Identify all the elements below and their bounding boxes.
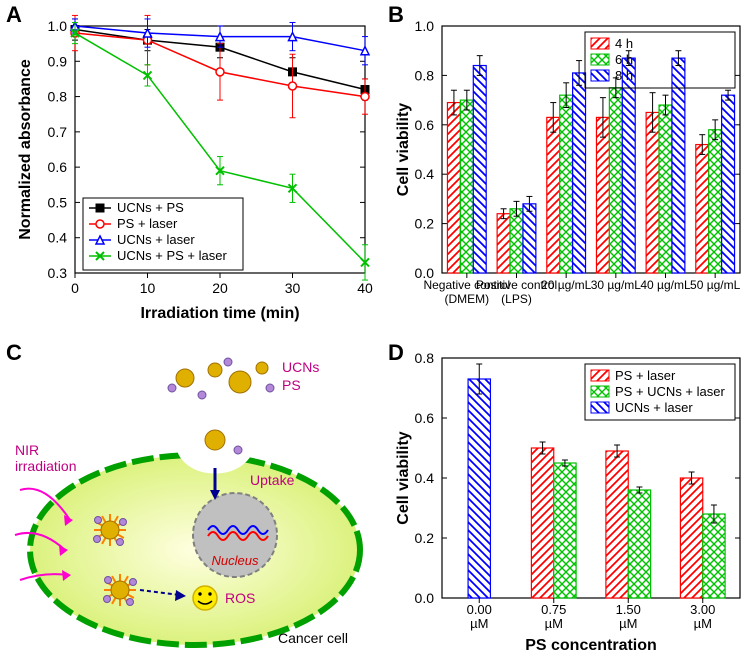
svg-text:0.6: 0.6 [415,117,435,133]
svg-text:20 µg/mL: 20 µg/mL [541,278,592,292]
svg-text:(DMEM): (DMEM) [445,292,490,306]
svg-text:µM: µM [619,616,637,631]
svg-text:0.2: 0.2 [415,530,435,546]
svg-text:Nucleus: Nucleus [212,553,259,568]
svg-text:50 µg/mL: 50 µg/mL [690,278,741,292]
svg-text:µM: µM [470,616,488,631]
svg-text:PS: PS [282,377,301,393]
svg-text:0.7: 0.7 [48,124,68,140]
svg-text:UCNs + laser: UCNs + laser [615,400,693,415]
panel-b: 0.00.20.40.60.81.0Cell viabilityNegative… [390,8,748,328]
svg-text:4 h: 4 h [615,36,633,51]
svg-text:Normalized absorbance: Normalized absorbance [17,59,34,240]
svg-text:Cell viability: Cell viability [395,103,412,196]
svg-text:0.4: 0.4 [415,166,435,182]
svg-text:PS + laser: PS + laser [117,216,178,231]
svg-text:0.9: 0.9 [48,53,68,69]
figure: A B C D 0102030400.30.40.50.60.70.80.91.… [0,0,751,669]
svg-text:0.00: 0.00 [467,602,492,617]
svg-text:µM: µM [694,616,712,631]
svg-text:PS concentration: PS concentration [525,637,657,654]
panel-c-svg: Nucleus Uptake UCNs PS NIRirradiation ROS Canc… [10,340,380,665]
svg-text:Irradiation time (min): Irradiation time (min) [140,305,299,322]
svg-text:0.8: 0.8 [48,89,68,105]
svg-text:3.00: 3.00 [690,602,715,617]
svg-text:0.4: 0.4 [48,230,68,246]
panel-d-svg: 0.00.20.40.60.8Cell viability0.00µM0.75µ… [390,340,748,665]
svg-text:6 h: 6 h [615,52,633,67]
svg-text:10: 10 [140,280,156,296]
panel-b-svg: 0.00.20.40.60.81.0Cell viabilityNegative… [390,8,748,328]
svg-text:40 µg/mL: 40 µg/mL [640,278,691,292]
svg-text:irradiation: irradiation [15,458,76,474]
svg-text:Uptake: Uptake [250,472,295,488]
panel-d: 0.00.20.40.60.8Cell viability0.00µM0.75µ… [390,340,748,665]
svg-text:PS + laser: PS + laser [615,368,676,383]
svg-text:UCNs + laser: UCNs + laser [117,232,195,247]
svg-text:40: 40 [357,280,373,296]
svg-text:0.6: 0.6 [415,410,435,426]
svg-text:NIR: NIR [15,442,39,458]
svg-text:8 h: 8 h [615,68,633,83]
svg-text:0.8: 0.8 [415,350,435,366]
svg-text:0.0: 0.0 [415,590,435,606]
svg-text:Cancer cell: Cancer cell [278,630,348,646]
svg-text:30: 30 [285,280,301,296]
svg-text:UCNs + PS: UCNs + PS [117,200,184,215]
svg-text:0.6: 0.6 [48,159,68,175]
panel-a-svg: 0 10 20 30 40 0.3 0.4 0.5 0.6 0.7 0.8 0.9 1.0 Irradia… [10,8,380,328]
svg-text:0.4: 0.4 [415,470,435,486]
panel-c: Nucleus Uptake UCNs PS NIRirradiation ROS Canc… [10,340,380,665]
svg-text:0.8: 0.8 [415,67,435,83]
svg-text:1.50: 1.50 [616,602,641,617]
svg-text:0: 0 [71,280,79,296]
svg-text:µM: µM [545,616,563,631]
svg-text:(LPS): (LPS) [501,292,532,306]
svg-text:ROS: ROS [225,590,255,606]
svg-text:Cell viability: Cell viability [395,431,412,524]
svg-text:UCNs: UCNs [282,359,319,375]
svg-text:20: 20 [212,280,228,296]
svg-text:0.2: 0.2 [415,216,435,232]
svg-text:30 µg/mL: 30 µg/mL [591,278,642,292]
svg-text:0.75: 0.75 [541,602,566,617]
svg-text:0.3: 0.3 [48,265,68,281]
svg-text:1.0: 1.0 [415,18,435,34]
svg-text:1.0: 1.0 [48,18,68,34]
panel-a: 0 10 20 30 40 0.3 0.4 0.5 0.6 0.7 0.8 0.9 1.0 Irradia… [10,8,380,328]
svg-text:UCNs + PS + laser: UCNs + PS + laser [117,248,227,263]
svg-text:0.5: 0.5 [48,194,68,210]
svg-text:PS + UCNs + laser: PS + UCNs + laser [615,384,725,399]
